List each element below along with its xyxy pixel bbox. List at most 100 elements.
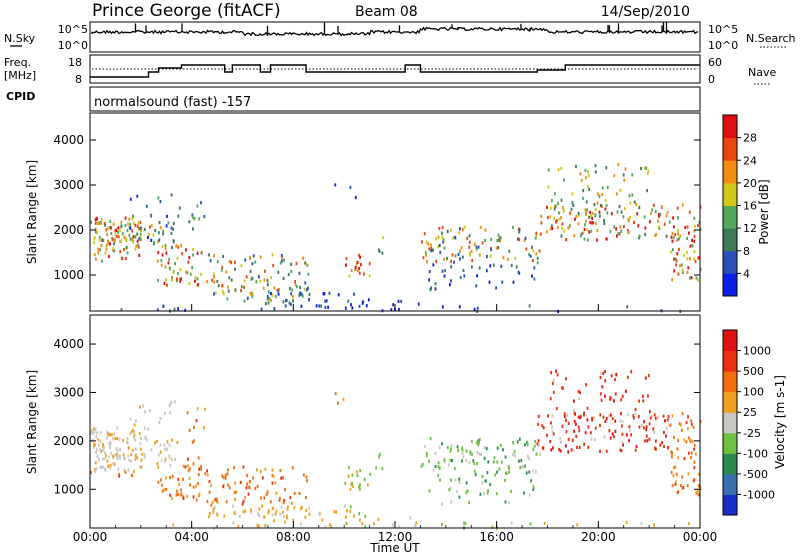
range-cell	[143, 455, 146, 460]
range-cell	[594, 207, 597, 211]
range-cell	[134, 454, 137, 458]
range-cell	[164, 457, 167, 461]
range-cell	[200, 464, 202, 469]
range-cell	[268, 290, 270, 294]
range-cell	[193, 425, 195, 429]
range-cell	[124, 470, 127, 474]
range-cell	[693, 234, 696, 239]
range-cell	[444, 460, 446, 464]
range-cell	[242, 510, 245, 514]
y-tick-label: 3000	[53, 178, 84, 192]
range-cell	[114, 229, 117, 233]
range-cell	[109, 219, 112, 223]
range-cell	[170, 231, 173, 235]
range-cell	[265, 492, 268, 496]
range-cell	[646, 439, 649, 443]
range-cell	[604, 379, 607, 383]
range-cell	[588, 215, 590, 219]
range-cell	[578, 429, 581, 433]
range-cell	[524, 443, 526, 447]
range-cell	[186, 271, 189, 275]
range-cell	[116, 449, 119, 453]
range-cell	[504, 500, 507, 504]
range-cell	[500, 460, 503, 464]
range-cell	[175, 493, 178, 497]
range-cell	[491, 525, 494, 529]
range-cell	[159, 450, 162, 454]
range-cell	[245, 486, 248, 490]
range-cell	[533, 266, 536, 270]
range-cell	[528, 456, 530, 461]
range-cell	[102, 238, 105, 242]
range-cell	[228, 276, 231, 280]
range-cell	[439, 250, 442, 254]
range-cell	[105, 247, 108, 251]
range-cell	[508, 501, 511, 505]
range-cell	[562, 206, 564, 210]
range-cell	[296, 285, 298, 289]
range-cell	[659, 213, 662, 217]
range-cell	[177, 245, 180, 249]
range-cell	[488, 280, 491, 284]
range-cell	[579, 172, 582, 176]
range-cell	[259, 469, 262, 474]
range-cell	[628, 194, 631, 198]
range-cell	[107, 432, 109, 437]
range-cell	[550, 448, 553, 452]
range-cell	[96, 454, 99, 459]
range-cell	[577, 389, 580, 393]
range-cell	[356, 470, 358, 474]
range-cell	[690, 276, 693, 280]
range-cell	[345, 515, 347, 519]
range-cell	[391, 523, 394, 527]
range-cell	[511, 452, 514, 457]
range-cell	[599, 214, 601, 218]
range-cell	[349, 505, 352, 509]
range-cell	[96, 431, 98, 435]
range-cell	[90, 471, 92, 475]
range-cell	[437, 465, 440, 469]
range-cell	[104, 468, 107, 472]
range-cell	[286, 516, 289, 520]
colorbar-tick-label: -1000	[743, 488, 775, 501]
range-cell	[171, 474, 174, 478]
range-cell	[573, 408, 575, 412]
range-cell	[182, 464, 185, 468]
range-cell	[99, 465, 102, 469]
range-cell	[695, 276, 698, 280]
range-cell	[107, 241, 110, 245]
range-cell	[486, 471, 489, 475]
range-cell	[400, 299, 403, 303]
range-cell	[197, 283, 199, 287]
colorbar-swatch	[723, 273, 737, 297]
range-cell	[274, 512, 277, 516]
range-cell	[163, 411, 166, 415]
range-cell	[560, 166, 563, 171]
range-cell	[180, 492, 183, 496]
range-cell	[434, 287, 437, 291]
range-cell	[492, 263, 495, 267]
range-cell	[334, 183, 337, 187]
range-cell	[99, 221, 101, 225]
range-cell	[633, 200, 636, 204]
range-cell	[104, 457, 106, 461]
range-cell	[163, 281, 166, 286]
range-cell	[580, 414, 582, 418]
range-cell	[154, 228, 157, 233]
range-cell	[282, 300, 285, 304]
range-cell	[516, 440, 519, 444]
range-cell	[497, 246, 500, 250]
range-cell	[172, 270, 175, 274]
range-cell	[456, 445, 459, 449]
range-cell	[176, 489, 178, 493]
range-cell	[689, 257, 691, 261]
colorbar-tick-label: 16	[743, 200, 757, 213]
range-cell	[126, 437, 129, 441]
range-cell	[523, 491, 525, 495]
range-cell	[619, 419, 622, 423]
range-cell	[663, 444, 665, 449]
range-cell	[596, 201, 599, 205]
range-cell	[599, 375, 602, 380]
range-cell	[101, 238, 104, 242]
range-cell	[210, 503, 213, 507]
